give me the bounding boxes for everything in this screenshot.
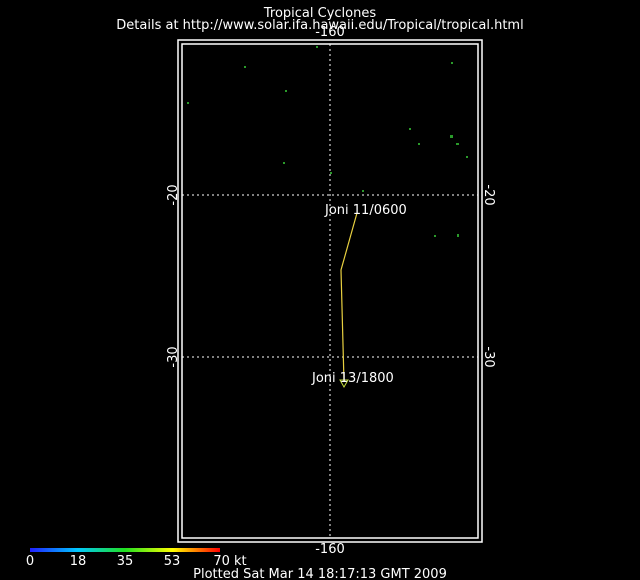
storm-track [340,212,358,383]
lat-label: -30 [481,346,496,367]
lat-label: -20 [481,184,496,205]
lat-label: -30 [166,346,181,367]
colorbar [30,548,220,552]
footer: Plotted Sat Mar 14 18:17:13 GMT 2009 [193,567,447,580]
cloud-pixels [187,46,468,237]
title: Tropical Cyclones [263,6,376,21]
map-frame-outer [177,39,483,543]
storm-marker [339,379,349,389]
lon-label: -160 [315,542,345,557]
colorbar-label: 70 kt [213,554,246,569]
storm-label: Joni 11/0600 [324,203,407,218]
lon-label: -160 [315,25,345,40]
storm-label: Joni 13/1800 [311,371,394,386]
colorbar-label: 35 [117,554,134,569]
lat-label: -20 [166,184,181,205]
subtitle: Details at http://www.solar.ifa.hawaii.e… [116,18,523,33]
colorbar-label: 18 [70,554,87,569]
colorbar-label: 0 [26,554,34,569]
colorbar-label: 53 [164,554,181,569]
